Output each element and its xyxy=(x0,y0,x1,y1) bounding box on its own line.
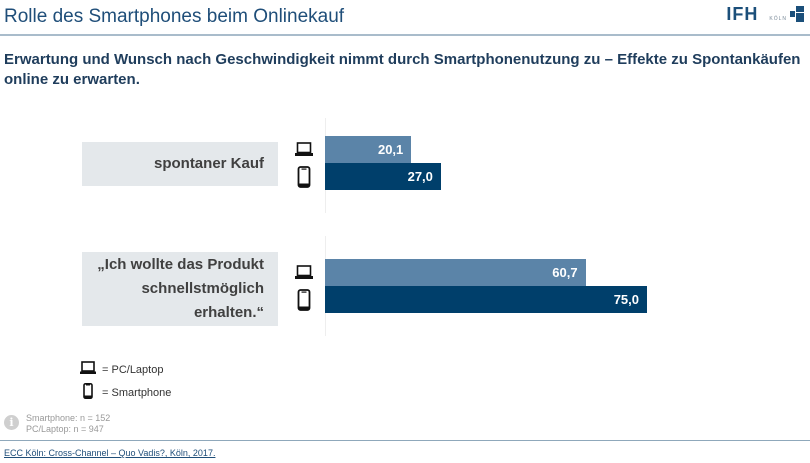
logo-text: IFH xyxy=(726,4,759,24)
bar-value-label: 75,0 xyxy=(613,292,639,307)
smartphone-icon xyxy=(80,383,96,402)
source-link[interactable]: ECC Köln: Cross-Channel – Quo Vadis?, Kö… xyxy=(4,448,216,458)
logo-subtext: KÖLN xyxy=(769,16,787,22)
bar-pc-laptop: 60,7 xyxy=(325,259,586,286)
legend-label: = Smartphone xyxy=(102,386,172,399)
category-label: „Ich wollte das Produkt schnellstmöglich e… xyxy=(82,252,278,326)
category-label: spontaner Kauf xyxy=(82,142,278,186)
note-line: PC/Laptop: n = 947 xyxy=(26,424,104,434)
bar-value-label: 27,0 xyxy=(407,169,433,184)
footer-divider xyxy=(0,440,810,441)
smartphone-icon xyxy=(297,289,311,316)
header-divider xyxy=(0,34,810,36)
note-line: Smartphone: n = 152 xyxy=(26,413,111,423)
info-icon: i xyxy=(4,415,19,430)
slide-subtitle: Erwartung und Wunsch nach Geschwindigkei… xyxy=(4,51,801,88)
sample-size-note: Smartphone: n = 152 PC/Laptop: n = 947 xyxy=(26,413,110,435)
logo-mark-icon xyxy=(790,6,804,22)
legend-label: = PC/Laptop xyxy=(102,363,164,376)
smartphone-icon xyxy=(297,166,311,193)
category-label-line: spontaner Kauf xyxy=(153,155,264,172)
category-label-line: erhalten.“ xyxy=(193,304,264,321)
laptop-icon xyxy=(80,361,96,378)
category-label-line: schnellstmöglich xyxy=(141,280,264,297)
category-label-line: „Ich wollte das Produkt xyxy=(97,256,264,273)
ifh-logo: IFH KÖLN xyxy=(726,4,804,24)
bar-pc-laptop: 20,1 xyxy=(325,136,412,163)
bar-value-label: 20,1 xyxy=(377,142,404,157)
legend-item-laptop: = PC/Laptop xyxy=(80,361,163,378)
bar-smartphone: 75,0 xyxy=(325,286,647,313)
bar-smartphone: 27,0 xyxy=(325,163,441,190)
page-title: Rolle des Smartphones beim Onlinekauf xyxy=(4,6,345,27)
laptop-icon xyxy=(295,142,313,162)
bar-value-label: 60,7 xyxy=(552,265,578,280)
legend-item-smartphone: = Smartphone xyxy=(80,383,171,402)
laptop-icon xyxy=(295,265,313,285)
